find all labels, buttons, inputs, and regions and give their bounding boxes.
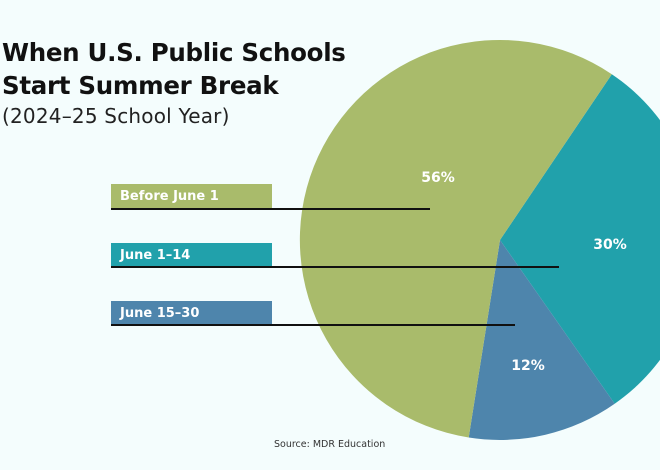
slice-label-june-15-30: 12%: [511, 358, 545, 374]
leader-line-june-1-14: [111, 266, 559, 268]
leader-line-june-15-30: [111, 324, 515, 326]
source-note: Source: MDR Education: [274, 439, 386, 450]
slice-june-15-30: [468, 240, 615, 440]
legend-item-june-1-14: June 1–14: [111, 243, 272, 267]
slice-before-june-1: [299, 39, 612, 438]
slice-label-before-june-1: 56%: [421, 170, 455, 186]
chart-title: When U.S. Public Schools Start Summer Br…: [2, 38, 346, 100]
slice-label-june-1-14: 30%: [593, 237, 627, 253]
legend-item-before-june-1: Before June 1: [111, 184, 272, 208]
legend-item-june-15-30: June 15–30: [111, 301, 272, 325]
leader-line-before-june-1: [111, 208, 430, 210]
slice-june-1-14: [500, 74, 660, 404]
chart-subtitle: (2024–25 School Year): [2, 104, 230, 128]
